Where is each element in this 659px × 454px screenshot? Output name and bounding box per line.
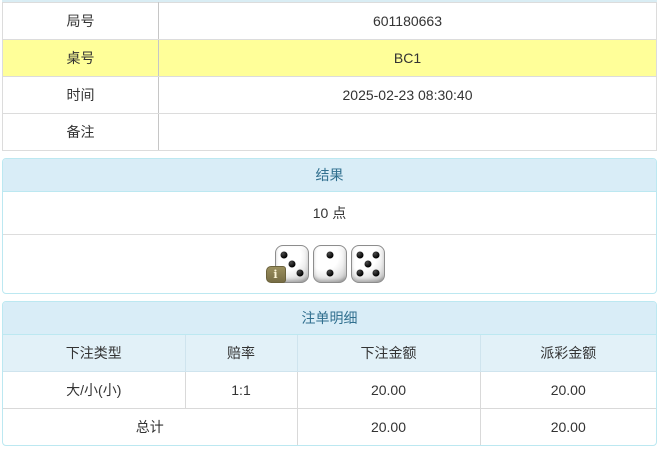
- die-pip: [326, 269, 333, 277]
- die-pip: [364, 260, 371, 268]
- total-row: 总计 20.00 20.00: [3, 407, 656, 445]
- column-header-bet-amount: 下注金额: [296, 335, 481, 372]
- time-row: 时间 2025-02-23 08:30:40: [2, 76, 657, 114]
- die-pip: [326, 251, 333, 259]
- die-pip: [356, 251, 363, 259]
- time-label: 时间: [2, 76, 159, 114]
- bet-type-cell: 大/小(小): [3, 370, 186, 409]
- round-id-row: 局号 601180663: [2, 2, 657, 40]
- bet-details-panel-title: 注单明细: [301, 310, 358, 326]
- bet-row: 大/小(小) 1:1 20.00 20.00: [3, 370, 656, 409]
- die-face-2: [312, 245, 347, 283]
- dice-row: i: [3, 235, 656, 293]
- result-panel-title: 结果: [315, 167, 344, 183]
- die-pip: [372, 251, 379, 259]
- column-header-odds: 赔率: [184, 335, 298, 372]
- bets-table: 下注类型 赔率 下注金额 派彩金额 大/小(小) 1:1 20.00 20.00…: [3, 335, 656, 445]
- total-payout-cell: 20.00: [479, 407, 656, 445]
- column-header-payout-amount: 派彩金额: [479, 335, 656, 372]
- table-id-row: 桌号 BC1: [2, 39, 657, 77]
- remark-value: [158, 113, 657, 151]
- column-header-bet-type: 下注类型: [3, 335, 186, 372]
- die-pip: [288, 260, 295, 268]
- result-points: 10 点: [3, 192, 656, 235]
- remark-row: 备注: [2, 113, 657, 151]
- result-panel: 结果 10 点 i: [2, 158, 657, 294]
- bet-details-panel: 注单明细 下注类型 赔率 下注金额 派彩金额 大/小(小) 1:1 20.00 …: [2, 301, 657, 446]
- info-icon[interactable]: i: [265, 266, 286, 283]
- die-face-5: [350, 245, 385, 283]
- die-pip: [356, 269, 363, 277]
- table-id-label: 桌号: [2, 39, 159, 77]
- total-label-cell: 总计: [3, 407, 298, 445]
- round-info-table: 局号 601180663 桌号 BC1 时间 2025-02-23 08:30:…: [2, 2, 657, 151]
- die-pip: [280, 251, 287, 259]
- bet-payout-cell: 20.00: [479, 370, 656, 409]
- round-id-label: 局号: [2, 2, 159, 40]
- bets-header-row: 下注类型 赔率 下注金额 派彩金额: [3, 335, 656, 372]
- time-value: 2025-02-23 08:30:40: [158, 76, 657, 114]
- round-id-value: 601180663: [158, 2, 657, 40]
- top-edge-divider: [2, 0, 657, 2]
- table-id-value: BC1: [158, 39, 657, 77]
- result-panel-header: 结果: [3, 159, 656, 192]
- die-pip: [372, 269, 379, 277]
- dice-group: i: [265, 245, 385, 283]
- bet-odds-cell: 1:1: [184, 370, 298, 409]
- die-pip: [296, 269, 303, 277]
- total-bet-cell: 20.00: [296, 407, 481, 445]
- remark-label: 备注: [2, 113, 159, 151]
- bet-amount-cell: 20.00: [296, 370, 481, 409]
- bet-details-panel-header: 注单明细: [3, 302, 656, 335]
